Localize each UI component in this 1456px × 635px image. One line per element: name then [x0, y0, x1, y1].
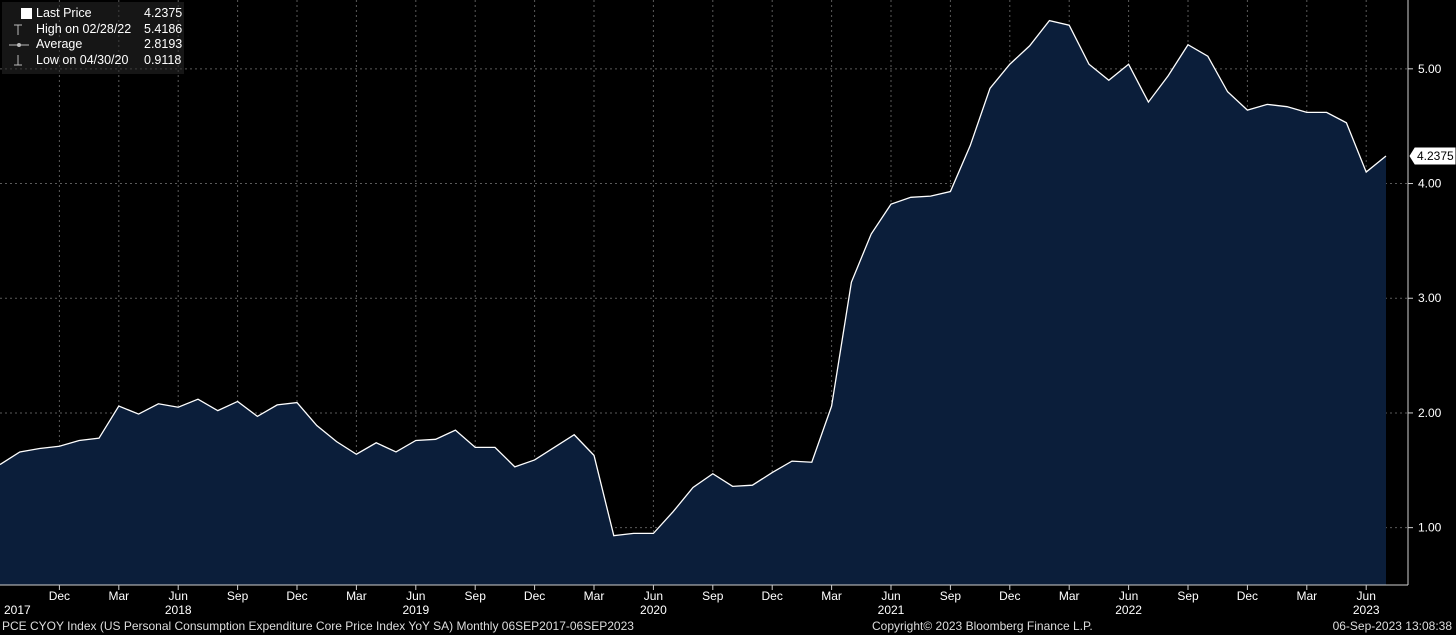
x-axis-ticks: Dec Mar Jun Sep Dec Mar Jun Sep Dec Mar Jun Sep Dec M…	[4, 585, 1380, 617]
y-tick-label: 2.00	[1418, 406, 1442, 420]
last-price-label: 4.2375	[1417, 149, 1454, 163]
x-tick-label-year: 2017	[4, 603, 31, 617]
high-marker-icon	[14, 24, 22, 35]
legend-value: 4.2375	[144, 6, 183, 20]
x-tick-label-month: Jun	[169, 589, 188, 603]
x-tick-label-month: Mar	[1296, 589, 1317, 603]
data-line	[0, 19, 1387, 537]
x-tick-label-year: 2020	[640, 603, 667, 617]
legend-item-last-price: Last Price 4.2375	[2, 6, 182, 21]
last-price-box	[1409, 147, 1456, 165]
x-tick-label-year: 2022	[1115, 603, 1142, 617]
footer-timestamp: 06-Sep-2023 13:08:38	[1332, 619, 1452, 633]
legend-panel: Last Price 4.2375 High on 02/28/22 5.418…	[2, 2, 184, 74]
x-tick-label-year: 2023	[1353, 603, 1380, 617]
x-tick-label-month: Dec	[762, 589, 783, 603]
legend-item-high: High on 02/28/22 5.4186	[2, 22, 182, 37]
footer-series-description: PCE CYOY Index (US Personal Consumption …	[2, 619, 634, 633]
legend-last-price-symbol	[12, 7, 24, 20]
x-tick-label-year: 2018	[165, 603, 192, 617]
x-tick-label-month: Jun	[881, 589, 900, 603]
legend-label: Last Price	[36, 6, 92, 20]
x-tick-label-month: Sep	[1177, 589, 1199, 603]
y-tick-label: 4.00	[1418, 177, 1442, 191]
x-tick-label-month: Jun	[406, 589, 425, 603]
x-tick-label-month: Sep	[940, 589, 962, 603]
x-tick-label-month: Sep	[465, 589, 487, 603]
x-tick-label-month: Dec	[999, 589, 1020, 603]
x-tick-label-month: Mar	[346, 589, 367, 603]
legend-label: Low on 04/30/20	[36, 52, 129, 67]
legend-value: 5.4186	[144, 21, 183, 36]
y-axis-ticks: 1.00 2.00 3.00 4.00 5.00	[1408, 62, 1442, 535]
x-tick-label-month: Mar	[1059, 589, 1080, 603]
last-price-marker: 4.2375	[1409, 147, 1456, 165]
legend-item-average: Average 2.8193	[2, 37, 182, 52]
x-tick-label-month: Dec	[49, 589, 70, 603]
x-tick-label-year: 2021	[878, 603, 905, 617]
x-tick-label-month: Sep	[702, 589, 724, 603]
legend-label: Average	[36, 37, 83, 51]
y-tick-label: 5.00	[1418, 62, 1442, 76]
x-tick-label-month: Jun	[1357, 589, 1376, 603]
y-tick-label: 1.00	[1418, 521, 1442, 535]
x-tick-label-month: Mar	[108, 589, 129, 603]
legend-value: 0.9118	[144, 52, 182, 67]
square-icon	[21, 8, 32, 19]
x-tick-label-month: Jun	[644, 589, 663, 603]
x-tick-label-month: Dec	[524, 589, 545, 603]
data-area-fill	[0, 20, 1386, 585]
x-tick-label-month: Sep	[227, 589, 249, 603]
x-tick-label-month: Dec	[286, 589, 307, 603]
x-tick-label-year: 2019	[402, 603, 429, 617]
x-tick-label-month: Jun	[1119, 589, 1138, 603]
legend-item-low: Low on 04/30/20 0.9118	[2, 53, 182, 68]
legend-label: High on 02/28/22	[36, 21, 132, 36]
legend-value: 2.8193	[144, 37, 183, 51]
low-marker-icon	[14, 54, 22, 65]
x-tick-label-month: Dec	[1237, 589, 1258, 603]
y-tick-label: 3.00	[1418, 291, 1442, 305]
x-tick-label-month: Mar	[584, 589, 605, 603]
average-marker-icon	[9, 43, 29, 47]
footer-copyright: Copyright© 2023 Bloomberg Finance L.P.	[872, 619, 1093, 633]
x-tick-label-month: Mar	[821, 589, 842, 603]
